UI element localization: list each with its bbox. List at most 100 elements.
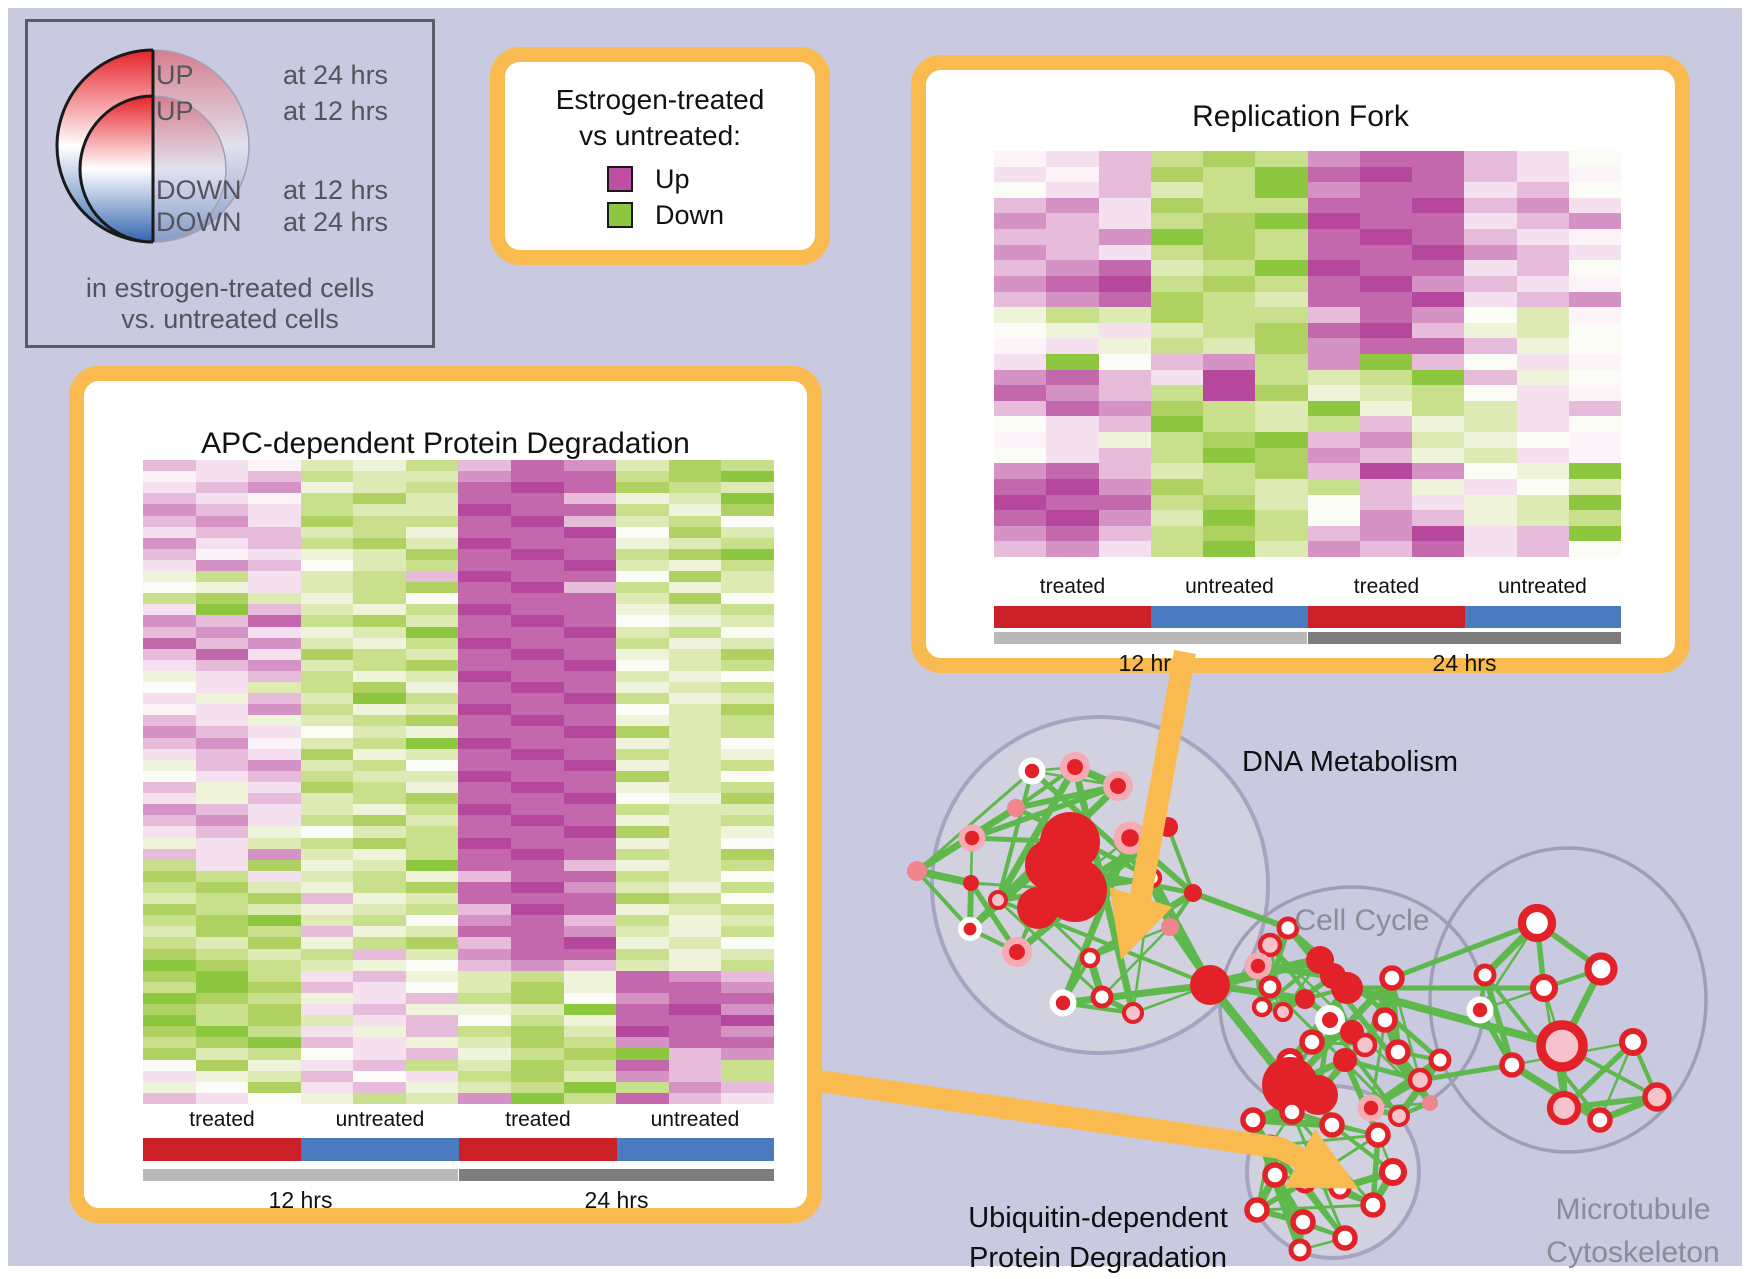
heatmap-cell — [1516, 338, 1569, 354]
heatmap-cell — [668, 482, 722, 494]
heatmap-cell — [1255, 385, 1308, 401]
heatmap-cell — [721, 737, 774, 749]
heatmap-cell — [1412, 307, 1465, 323]
heatmap-cell — [300, 515, 354, 527]
heatmap-cell — [1464, 478, 1517, 495]
heatmap-cell — [458, 804, 512, 816]
heatmap-cell — [1203, 244, 1256, 261]
heatmap-cell — [353, 615, 406, 627]
heatmap-cell — [458, 593, 512, 605]
heatmap-cell — [1046, 244, 1099, 261]
heatmap-cell — [353, 837, 406, 849]
heatmap-cell — [353, 915, 406, 927]
heatmap-cell — [353, 848, 406, 860]
heatmap-cell — [1516, 354, 1569, 370]
heatmap-cell — [1464, 400, 1517, 417]
heatmap-cell — [1307, 354, 1360, 370]
heatmap-cell — [563, 682, 617, 694]
heatmap-cell — [1098, 260, 1151, 276]
heatmap-cell — [1307, 182, 1360, 198]
heatmap-cell — [458, 837, 512, 849]
heatmap-cell — [616, 759, 669, 771]
heatmap-cell — [1359, 432, 1412, 448]
heatmap-cell — [353, 893, 406, 905]
heatmap-cell — [1255, 182, 1308, 198]
heatmap-cell — [1255, 494, 1308, 511]
heatmap-cell — [458, 704, 512, 716]
heatmap-cell — [405, 670, 459, 683]
heatmap-cell — [143, 948, 196, 960]
heatmap-cell — [1098, 416, 1151, 433]
heatmap-cell — [300, 948, 354, 960]
heatmap-cell — [721, 859, 774, 871]
heatmap-cell — [1516, 307, 1569, 323]
heatmap-cell — [458, 770, 512, 782]
legend-direction: DOWN — [156, 175, 242, 205]
heatmap-cell — [1568, 244, 1621, 261]
heatmap-cell — [563, 881, 617, 894]
heatmap-cell — [143, 926, 196, 938]
heatmap-cell — [143, 626, 196, 638]
heatmap-cell — [1203, 416, 1256, 433]
heatmap-cell — [511, 815, 564, 827]
heatmap-cell — [721, 904, 774, 916]
heatmap-cell — [563, 770, 617, 782]
heatmap-cell — [994, 463, 1047, 479]
heatmap-cell — [668, 981, 722, 993]
heatmap-cell — [300, 693, 354, 705]
heatmap-cell — [1150, 385, 1203, 401]
heatmap-cell — [563, 1026, 617, 1038]
heatmap-cell — [248, 937, 301, 949]
heatmap-cell — [721, 615, 774, 627]
heatmap-cell — [511, 770, 564, 782]
heatmap-cell — [248, 548, 301, 560]
heatmap-cell — [1307, 322, 1360, 339]
heatmap-cell — [248, 493, 301, 505]
heatmap-cell — [511, 1048, 564, 1060]
heatmap-cell — [1046, 322, 1099, 339]
heatmap-cell — [195, 559, 249, 572]
heatmap-cell — [1568, 197, 1621, 214]
heatmap-cell — [1464, 494, 1517, 511]
heatmap-cell — [511, 893, 564, 905]
heatmap-cell — [1203, 447, 1256, 464]
heatmap-cell — [458, 959, 512, 971]
heatmap-cell — [563, 537, 617, 549]
heatmap-cell — [511, 571, 564, 583]
heatmap-cell — [1516, 151, 1569, 167]
heatmap-cell — [1150, 322, 1203, 339]
heatmap-cell — [1150, 478, 1203, 495]
heatmap-cell — [353, 881, 406, 894]
rf-time-label-12: 12 hrs — [1118, 650, 1183, 676]
heatmap-cell — [1464, 354, 1517, 370]
estrogen-legend-panel: Estrogen-treated vs untreated: Up Down — [490, 47, 830, 265]
heatmap-cell — [721, 582, 774, 594]
heatmap-cell — [195, 682, 249, 694]
heatmap-cell — [353, 826, 406, 838]
heatmap-cell — [195, 537, 249, 549]
heatmap-cell — [668, 1081, 722, 1093]
heatmap-cell — [1568, 494, 1621, 511]
heatmap-cell — [1568, 385, 1621, 401]
heatmap-cell — [563, 726, 617, 738]
heatmap-cell — [616, 548, 669, 560]
heatmap-cell — [1046, 275, 1099, 292]
heatmap-cell — [353, 1070, 406, 1082]
heatmap-cell — [405, 1004, 459, 1016]
heatmap-cell — [668, 826, 722, 838]
heatmap-cell — [248, 1070, 301, 1082]
heatmap-cell — [1464, 275, 1517, 292]
heatmap-cell — [616, 870, 669, 882]
apc-time-label-24: 24 hrs — [584, 1187, 649, 1213]
heatmap-cell — [353, 515, 406, 527]
heatmap-cell — [721, 826, 774, 838]
heatmap-cell — [721, 537, 774, 549]
heatmap-cell — [300, 737, 354, 749]
heatmap-cell — [668, 593, 722, 605]
heatmap-cell — [1255, 197, 1308, 214]
heatmap-cell — [511, 504, 564, 516]
heatmap-cell — [300, 471, 354, 483]
heatmap-cell — [668, 748, 722, 760]
heatmap-cell — [721, 959, 774, 971]
heatmap-cell — [405, 870, 459, 882]
